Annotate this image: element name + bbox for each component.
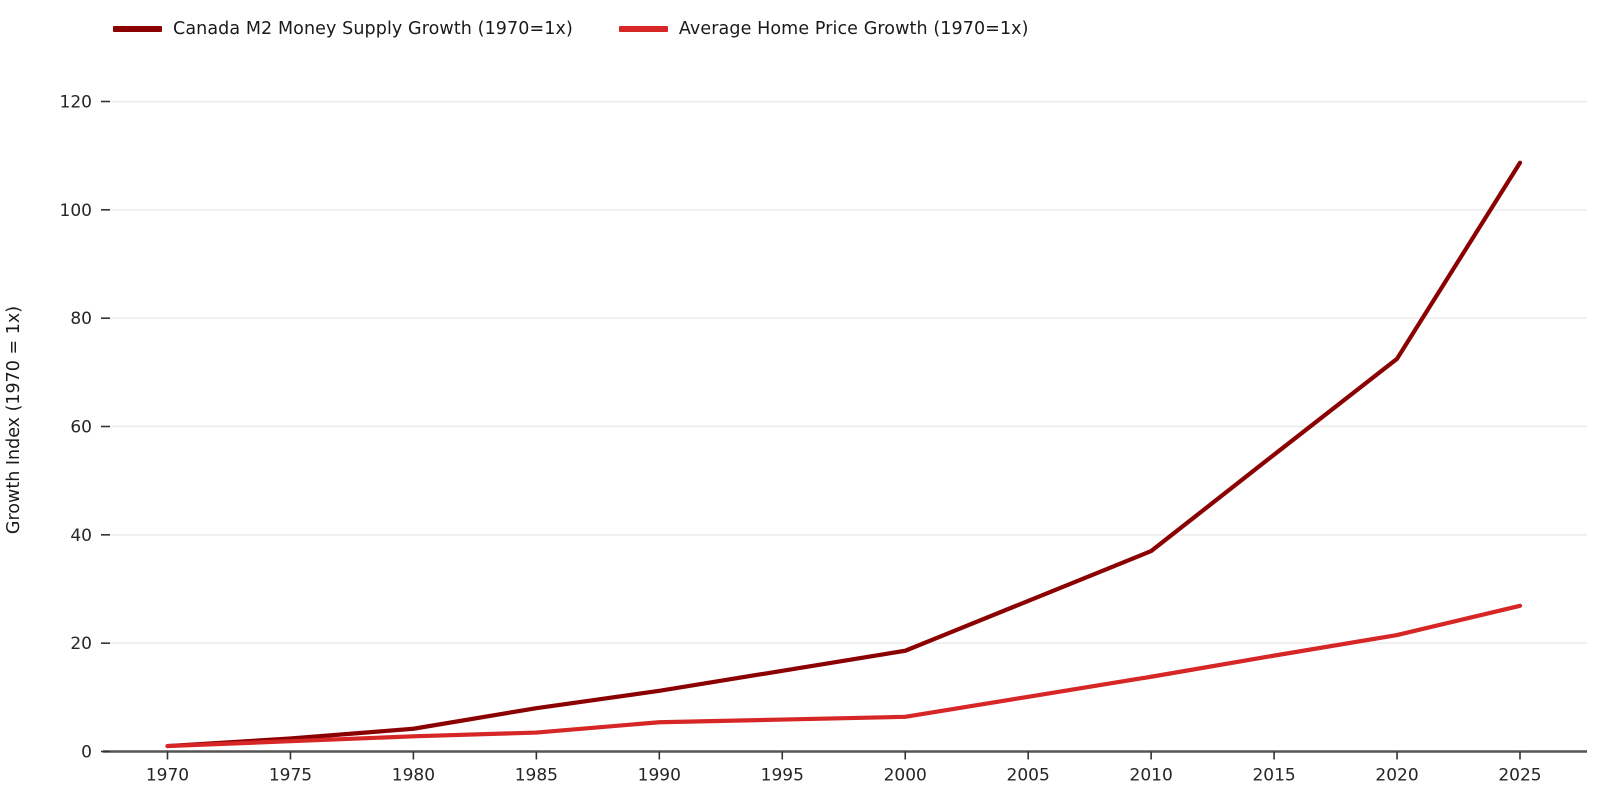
y-tick-label: 60	[70, 418, 92, 438]
y-tick-label: 120	[60, 93, 92, 113]
x-tick-label: 2015	[1252, 766, 1295, 786]
series-line-0	[165, 160, 1523, 749]
x-tick-label: 1975	[269, 766, 312, 786]
y-tick-label: 100	[60, 201, 92, 221]
legend-label-m2: Canada M2 Money Supply Growth (1970=1x)	[173, 19, 573, 39]
y-tick-label: 20	[70, 634, 92, 654]
m2-line-swatch-icon	[113, 26, 162, 32]
x-tick-label: 1990	[638, 766, 681, 786]
x-tick-label: 2000	[884, 766, 927, 786]
series-line-1	[165, 603, 1523, 749]
y-tick-label: 0	[81, 743, 92, 763]
x-tick-label: 2025	[1498, 766, 1541, 786]
legend-item-m2: Canada M2 Money Supply Growth (1970=1x)	[113, 19, 573, 39]
y-tick-label: 80	[70, 309, 92, 329]
chart-legend: Canada M2 Money Supply Growth (1970=1x) …	[113, 19, 1029, 39]
y-axis-title: Growth Index (1970 = 1x)	[4, 305, 24, 535]
legend-label-home-price: Average Home Price Growth (1970=1x)	[678, 19, 1029, 39]
y-tick-label: 40	[70, 526, 92, 546]
home-price-line-swatch-icon	[618, 26, 668, 32]
legend-item-home-price: Average Home Price Growth (1970=1x)	[618, 19, 1029, 39]
x-tick-label: 1970	[146, 766, 189, 786]
x-tick-label: 1980	[392, 766, 435, 786]
x-tick-label: 2010	[1130, 766, 1173, 786]
x-tick-label: 1985	[515, 766, 558, 786]
x-tick-label: 1995	[761, 766, 804, 786]
x-tick-label: 2005	[1007, 766, 1050, 786]
x-tick-label: 2020	[1375, 766, 1418, 786]
